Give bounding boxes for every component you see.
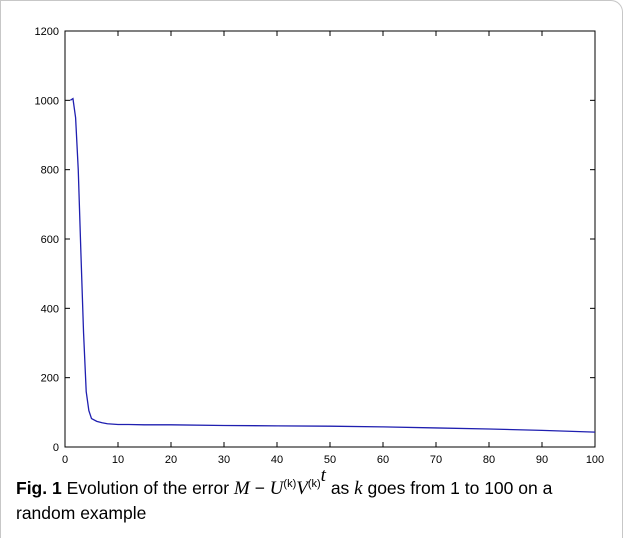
x-tick-label: 70	[430, 454, 442, 466]
x-tick-label: 50	[324, 454, 336, 466]
x-tick-label: 80	[483, 454, 495, 466]
x-tick-label: 60	[377, 454, 389, 466]
axis-tick-labels: 0 10 20 30 40 50 60 70 80 90 100020040060080010001…	[35, 26, 605, 466]
y-tick-label: 200	[41, 373, 59, 385]
x-tick-label: 90	[536, 454, 548, 466]
caption-mid: as	[325, 478, 355, 498]
plot-area	[64, 30, 596, 448]
caption-prefix: Evolution of the error	[66, 478, 234, 498]
caption-math-k-sup-1: (k)	[283, 478, 297, 491]
x-tick-label: 20	[165, 454, 177, 466]
y-tick-label: 0	[53, 442, 59, 454]
x-tick-label: 40	[271, 454, 283, 466]
caption-suffix: goes from 1 to 100 on a random example	[16, 478, 553, 523]
y-tick-label: 1200	[35, 26, 59, 38]
error-series-line	[69, 97, 596, 433]
caption-math-m: M	[233, 478, 250, 499]
line-chart: 0 10 20 30 40 50 60 70 80 90 100020040060080010001…	[35, 26, 605, 466]
y-tick-label: 400	[41, 303, 59, 315]
x-tick-label: 10	[112, 454, 124, 466]
caption-math-k-sup-2: (k)	[307, 478, 321, 491]
caption-math-v: V	[296, 478, 308, 499]
caption-math-u: U	[269, 478, 284, 499]
caption-math-minus: −	[249, 478, 270, 498]
figure-caption: Fig. 1 Evolution of the error M − U(k)V(…	[16, 466, 612, 526]
y-tick-label: 600	[41, 234, 59, 246]
x-tick-label: 30	[218, 454, 230, 466]
y-tick-label: 800	[41, 165, 59, 177]
figure-label: Fig. 1	[16, 478, 62, 498]
x-tick-label: 100	[586, 454, 604, 466]
caption-math-t-sup: t	[320, 465, 326, 487]
y-tick-label: 1000	[35, 95, 59, 107]
axis-ticks	[64, 30, 596, 448]
caption-math-k: k	[354, 478, 363, 499]
x-tick-label: 0	[62, 454, 68, 466]
